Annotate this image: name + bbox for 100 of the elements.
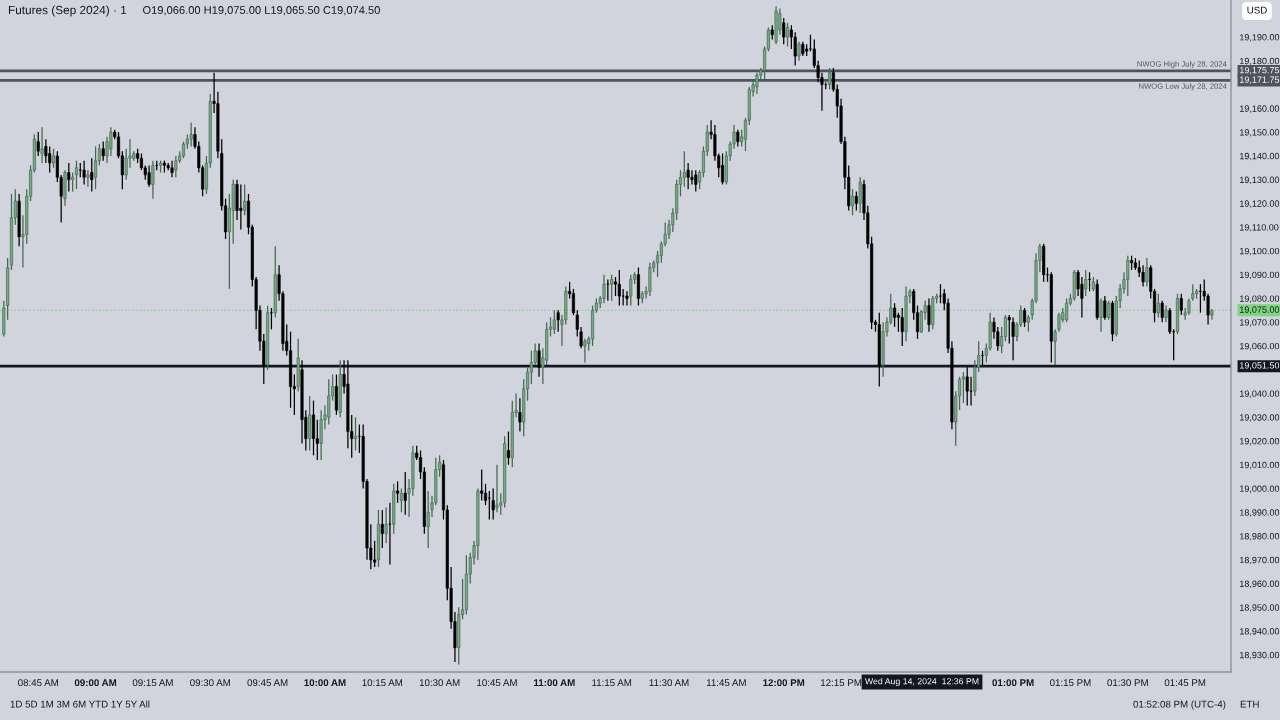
x-tick-label: 10:00 AM [304, 679, 346, 687]
candlestick [1145, 257, 1149, 288]
x-tick-label: 01:30 PM [1107, 679, 1148, 687]
text: 01:52:08 PM (UTC-4) [1133, 700, 1226, 710]
candlestick [1023, 307, 1027, 328]
candlestick [174, 155, 178, 178]
chart-subtitle: O19,066.00 H19,075.00 L19,065.50 C19,074.50 [143, 6, 380, 16]
text: USD [1247, 6, 1267, 14]
candlestick [1179, 293, 1183, 316]
x-tick-label: 10:45 AM [477, 679, 517, 687]
candlestick [1141, 264, 1145, 288]
x-tick-label: 09:45 AM [247, 679, 288, 687]
y-tick-label: 18,980.00 [1240, 533, 1280, 541]
candlestick [480, 468, 484, 502]
x-tick-label: 11:15 AM [592, 679, 632, 687]
candlestick [613, 276, 618, 297]
candlestick [529, 350, 533, 385]
candlestick [380, 509, 384, 549]
candlestick [90, 157, 94, 193]
chart-title: Futures (Sep 2024) · 1 [8, 5, 127, 17]
candlestick [919, 309, 923, 334]
y-tick-label: 18,950.00 [1240, 604, 1280, 612]
candlestick [518, 397, 522, 433]
text: Wed Aug 14, 2024 12:36 PM [864, 677, 979, 687]
candlestick [334, 373, 338, 416]
candlestick [969, 376, 973, 407]
candlestick [495, 464, 499, 513]
x-tick-label: 01:45 PM [1164, 679, 1206, 687]
candlestick [399, 487, 403, 513]
text: 19,051.50 [1240, 362, 1280, 370]
candlestick [648, 262, 652, 297]
candlestick [1160, 300, 1164, 323]
x-tick-label: 11:45 AM [706, 679, 746, 687]
y-tick-label: 19,100.00 [1240, 247, 1280, 256]
candlestick [797, 41, 801, 62]
candlestick [828, 67, 832, 90]
candlestick [965, 366, 969, 407]
candlestick [858, 176, 862, 214]
y-tick-label: 19,040.00 [1240, 390, 1280, 398]
candlestick [101, 140, 105, 162]
y-tick-label: 18,990.00 [1240, 509, 1280, 517]
candlestick [1103, 295, 1107, 321]
candlestick [384, 506, 388, 544]
x-tick-label: 08:45 AM [18, 679, 58, 687]
candlestick [327, 378, 331, 426]
candlestick [373, 540, 377, 568]
candlestick [483, 483, 488, 506]
x-tick-label: 01:15 PM [1050, 679, 1091, 687]
candlestick [319, 409, 323, 461]
x-tick-label: 01:00 PM [992, 679, 1034, 687]
text: 19,075.00 [1240, 306, 1280, 314]
candlestick [487, 490, 491, 521]
text: 19,171.75 [1240, 76, 1280, 84]
candlestick [426, 490, 430, 549]
candlestick [583, 338, 587, 364]
candlestick [506, 430, 510, 466]
candlestick [854, 190, 858, 212]
candlestick [189, 121, 193, 148]
candlestick [40, 126, 44, 164]
candlestick [82, 160, 86, 186]
candlestick [1126, 255, 1130, 297]
candlestick [1065, 297, 1069, 323]
candlestick [86, 169, 90, 188]
y-tick-label: 19,010.00 [1240, 461, 1280, 470]
candlestick [239, 183, 243, 231]
candlestick [67, 162, 71, 193]
x-tick-label: 09:15 AM [132, 679, 173, 687]
candlestick [629, 274, 633, 307]
x-tick-label: 11:00 AM [534, 679, 575, 687]
candlestick [311, 400, 316, 456]
x-tick-label: 09:00 AM [74, 679, 117, 687]
y-tick-label: 18,960.00 [1240, 580, 1280, 589]
y-tick-label: 19,080.00 [1240, 295, 1280, 303]
candlestick [243, 183, 247, 216]
candlestick [94, 145, 98, 190]
candlestick [755, 72, 759, 95]
x-tick-label: 10:15 AM [362, 679, 403, 687]
candlestick [900, 307, 904, 347]
text: 19,175.75 [1240, 66, 1280, 75]
x-tick-label: 10:30 AM [419, 679, 460, 687]
y-tick-label: 19,160.00 [1240, 105, 1280, 113]
x-tick-label: 12:00 PM [763, 679, 805, 687]
candlestick [51, 148, 56, 169]
candlestick [151, 160, 155, 200]
y-tick-label: 18,970.00 [1240, 556, 1280, 565]
candlestick [786, 22, 790, 48]
candlestick [686, 162, 690, 190]
y-tick-label: 19,020.00 [1240, 438, 1280, 446]
candlestick [491, 487, 495, 521]
candlestick [354, 416, 358, 452]
candlestick [1084, 269, 1088, 297]
candlestick [269, 307, 273, 330]
candlestick [147, 164, 151, 188]
y-tick-label: 19,000.00 [1240, 485, 1280, 493]
text: 1D 5D 1M 3M 6M YTD 1Y 5Y All [10, 700, 150, 708]
candlestick [308, 395, 312, 452]
candlestick [694, 169, 698, 193]
y-tick-label: 19,110.00 [1240, 224, 1279, 232]
y-tick-label: 19,190.00 [1240, 34, 1280, 42]
y-tick-label: 19,120.00 [1240, 200, 1280, 208]
